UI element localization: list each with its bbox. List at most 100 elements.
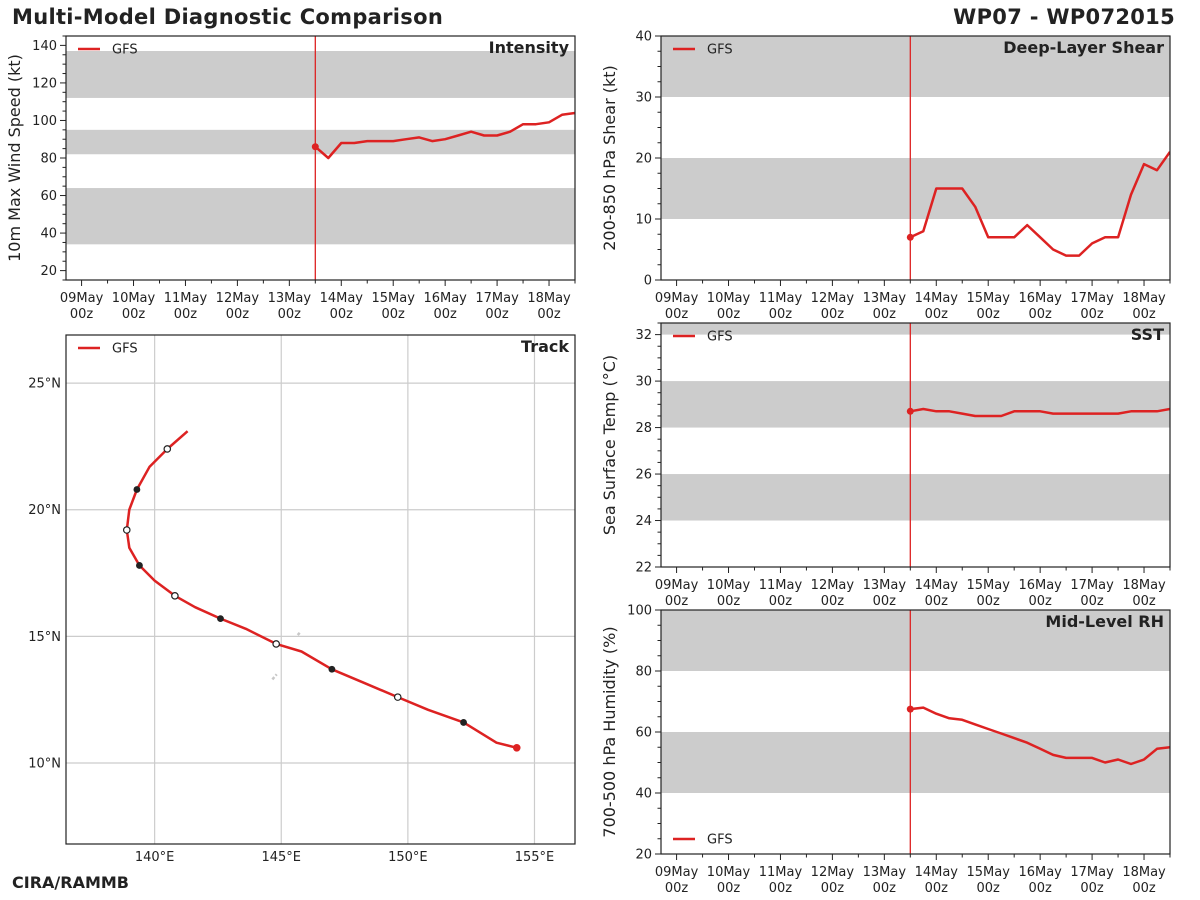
credit-label: CIRA/RAMMB xyxy=(12,873,129,892)
x-tick-hour-label: 00z xyxy=(925,307,949,322)
x-tick-hour-label: 00z xyxy=(330,307,354,322)
track-day-marker xyxy=(460,719,467,726)
intensity-title: Intensity xyxy=(489,38,570,57)
y-tick-label: 10 xyxy=(635,213,652,228)
y-tick-label: 60 xyxy=(635,726,652,741)
x-tick-hour-label: 00z xyxy=(665,307,689,322)
x-tick-hour-label: 00z xyxy=(977,881,1001,896)
shear-plot-area xyxy=(661,36,1170,280)
shaded-band xyxy=(66,51,575,98)
x-tick-hour-label: 00z xyxy=(717,881,741,896)
y-axis-label: Sea Surface Temp (°C) xyxy=(600,355,619,535)
x-tick-hour-label: 00z xyxy=(821,594,845,609)
x-tick-hour-label: 00z xyxy=(1132,594,1156,609)
rh-panel: 2040608010009May00z10May00z11May00z12May… xyxy=(600,604,1171,896)
shaded-band xyxy=(661,381,1170,428)
shear-title: Deep-Layer Shear xyxy=(1003,38,1164,57)
x-tick-hour-label: 00z xyxy=(1132,307,1156,322)
shaded-band xyxy=(661,610,1170,671)
longitude-label: 150°E xyxy=(388,850,428,865)
x-tick-date-label: 10May xyxy=(707,865,751,880)
shear-panel: 01020304009May00z10May00z11May00z12May00… xyxy=(600,30,1171,322)
x-tick-date-label: 09May xyxy=(655,291,699,306)
x-tick-date-label: 11May xyxy=(759,291,803,306)
gfs-series-line xyxy=(910,407,1170,418)
y-tick-label: 40 xyxy=(635,787,652,802)
x-tick-date-label: 18May xyxy=(1122,291,1166,306)
x-tick-hour-label: 00z xyxy=(537,307,561,322)
x-tick-date-label: 12May xyxy=(216,291,260,306)
x-tick-date-label: 14May xyxy=(915,578,959,593)
x-tick-hour-label: 00z xyxy=(769,594,793,609)
y-axis-label: 10m Max Wind Speed (kt) xyxy=(5,54,24,262)
track-halfday-marker xyxy=(122,526,131,534)
x-tick-date-label: 16May xyxy=(1018,578,1062,593)
shaded-band xyxy=(661,158,1170,219)
shaded-band xyxy=(661,732,1170,793)
y-tick-label: 30 xyxy=(635,91,652,106)
track-halfday-marker xyxy=(171,592,179,600)
y-tick-label: 60 xyxy=(40,189,57,204)
rh-title: Mid-Level RH xyxy=(1045,612,1164,631)
latitude-label: 10°N xyxy=(28,756,61,771)
x-tick-hour-label: 00z xyxy=(873,307,897,322)
y-tick-label: 40 xyxy=(40,227,57,242)
y-tick-label: 20 xyxy=(635,152,652,167)
latitude-label: 15°N xyxy=(28,630,61,645)
storm-id-label: WP07 - WP072015 xyxy=(953,5,1175,29)
y-tick-label: 26 xyxy=(635,468,652,483)
track-frame xyxy=(65,334,576,845)
y-tick-label: 100 xyxy=(627,604,652,619)
x-tick-hour-label: 00z xyxy=(873,881,897,896)
x-tick-date-label: 11May xyxy=(164,291,208,306)
x-tick-date-label: 11May xyxy=(759,578,803,593)
x-tick-hour-label: 00z xyxy=(278,307,302,322)
gfs-series-line xyxy=(314,111,575,160)
y-tick-label: 28 xyxy=(635,421,652,436)
latitude-label: 25°N xyxy=(28,377,61,392)
track-plot-area xyxy=(66,335,575,844)
x-tick-date-label: 10May xyxy=(112,291,156,306)
x-tick-hour-label: 00z xyxy=(1028,881,1052,896)
track-start-point xyxy=(512,743,521,752)
x-tick-date-label: 09May xyxy=(655,578,699,593)
y-tick-label: 30 xyxy=(635,375,652,390)
x-tick-date-label: 09May xyxy=(60,291,104,306)
x-tick-hour-label: 00z xyxy=(769,881,793,896)
x-tick-date-label: 17May xyxy=(475,291,519,306)
x-tick-hour-label: 00z xyxy=(70,307,94,322)
gfs-initial-point xyxy=(906,233,914,241)
x-tick-date-label: 17May xyxy=(1070,865,1114,880)
shaded-band xyxy=(661,323,1170,335)
x-tick-date-label: 17May xyxy=(1070,578,1114,593)
x-tick-date-label: 11May xyxy=(759,865,803,880)
longitude-label: 145°E xyxy=(261,850,301,865)
x-tick-date-label: 10May xyxy=(707,578,751,593)
y-tick-label: 20 xyxy=(40,264,57,279)
x-tick-hour-label: 00z xyxy=(122,307,146,322)
intensity-panel: 2040608010012014009May00z10May00z11May00… xyxy=(5,35,576,322)
gfs-series-line xyxy=(910,706,1170,766)
sst-frame xyxy=(660,322,1171,568)
legend-label: GFS xyxy=(112,43,138,58)
rh-plot-area xyxy=(661,610,1170,854)
y-tick-label: 0 xyxy=(644,274,652,289)
sst-plot-area xyxy=(661,323,1170,567)
y-tick-label: 40 xyxy=(635,30,652,45)
x-tick-date-label: 14May xyxy=(320,291,364,306)
gfs-initial-point xyxy=(906,407,914,415)
x-tick-hour-label: 00z xyxy=(665,594,689,609)
track-day-marker xyxy=(136,562,143,569)
track-halfday-marker xyxy=(163,445,172,453)
y-tick-label: 100 xyxy=(32,114,57,129)
x-tick-hour-label: 00z xyxy=(769,307,793,322)
y-tick-label: 80 xyxy=(635,665,652,680)
x-tick-hour-label: 00z xyxy=(226,307,250,322)
gfs-series-line xyxy=(909,151,1170,257)
x-tick-date-label: 15May xyxy=(372,291,416,306)
y-tick-label: 32 xyxy=(635,328,652,343)
x-tick-hour-label: 00z xyxy=(382,307,406,322)
x-tick-date-label: 18May xyxy=(527,291,571,306)
gfs-initial-point xyxy=(906,705,914,713)
x-tick-date-label: 12May xyxy=(811,291,855,306)
